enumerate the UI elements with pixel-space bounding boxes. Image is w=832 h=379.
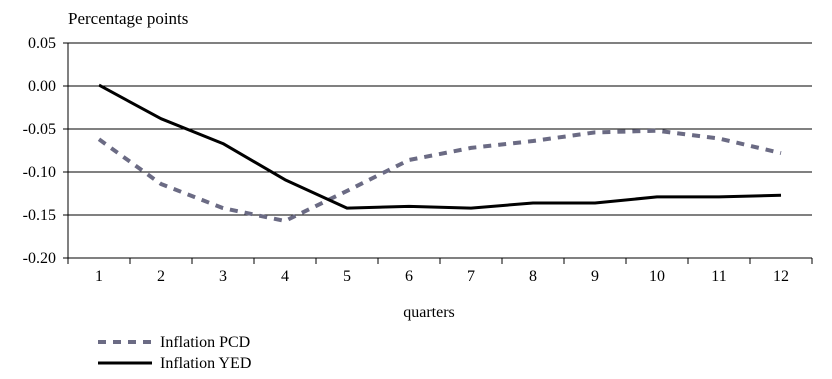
series-line-inflation-yed bbox=[99, 85, 781, 208]
x-tick-label: 7 bbox=[467, 268, 475, 285]
legend-label-yed: Inflation YED bbox=[160, 355, 251, 372]
x-tick-label: 4 bbox=[281, 268, 289, 285]
axes bbox=[63, 43, 812, 264]
y-tick-label: -0.10 bbox=[23, 164, 56, 181]
x-axis-title: quarters bbox=[403, 304, 455, 321]
x-tick-label: 5 bbox=[343, 268, 351, 285]
x-tick-label: 3 bbox=[219, 268, 227, 285]
y-tick-label: -0.05 bbox=[23, 121, 56, 138]
y-tick-labels: 0.05 0.00 -0.05 -0.10 -0.15 -0.20 bbox=[23, 35, 56, 267]
x-tick-label: 12 bbox=[773, 268, 789, 285]
series-lines bbox=[99, 85, 781, 221]
x-tick-label: 2 bbox=[157, 268, 165, 285]
y-tick-label: -0.15 bbox=[23, 207, 56, 224]
x-tick-label: 8 bbox=[529, 268, 537, 285]
x-tick-label: 6 bbox=[405, 268, 413, 285]
legend: Inflation PCD Inflation YED bbox=[98, 334, 251, 372]
y-tick-label: -0.20 bbox=[23, 250, 56, 267]
legend-label-pcd: Inflation PCD bbox=[160, 334, 250, 351]
x-tick-label: 10 bbox=[649, 268, 665, 285]
y-axis-title: Percentage points bbox=[68, 9, 188, 28]
y-tick-label: 0.05 bbox=[28, 35, 56, 52]
x-tick-label: 1 bbox=[95, 268, 103, 285]
y-tick-label: 0.00 bbox=[28, 78, 56, 95]
x-tick-label: 11 bbox=[711, 268, 726, 285]
x-tick-label: 9 bbox=[591, 268, 599, 285]
